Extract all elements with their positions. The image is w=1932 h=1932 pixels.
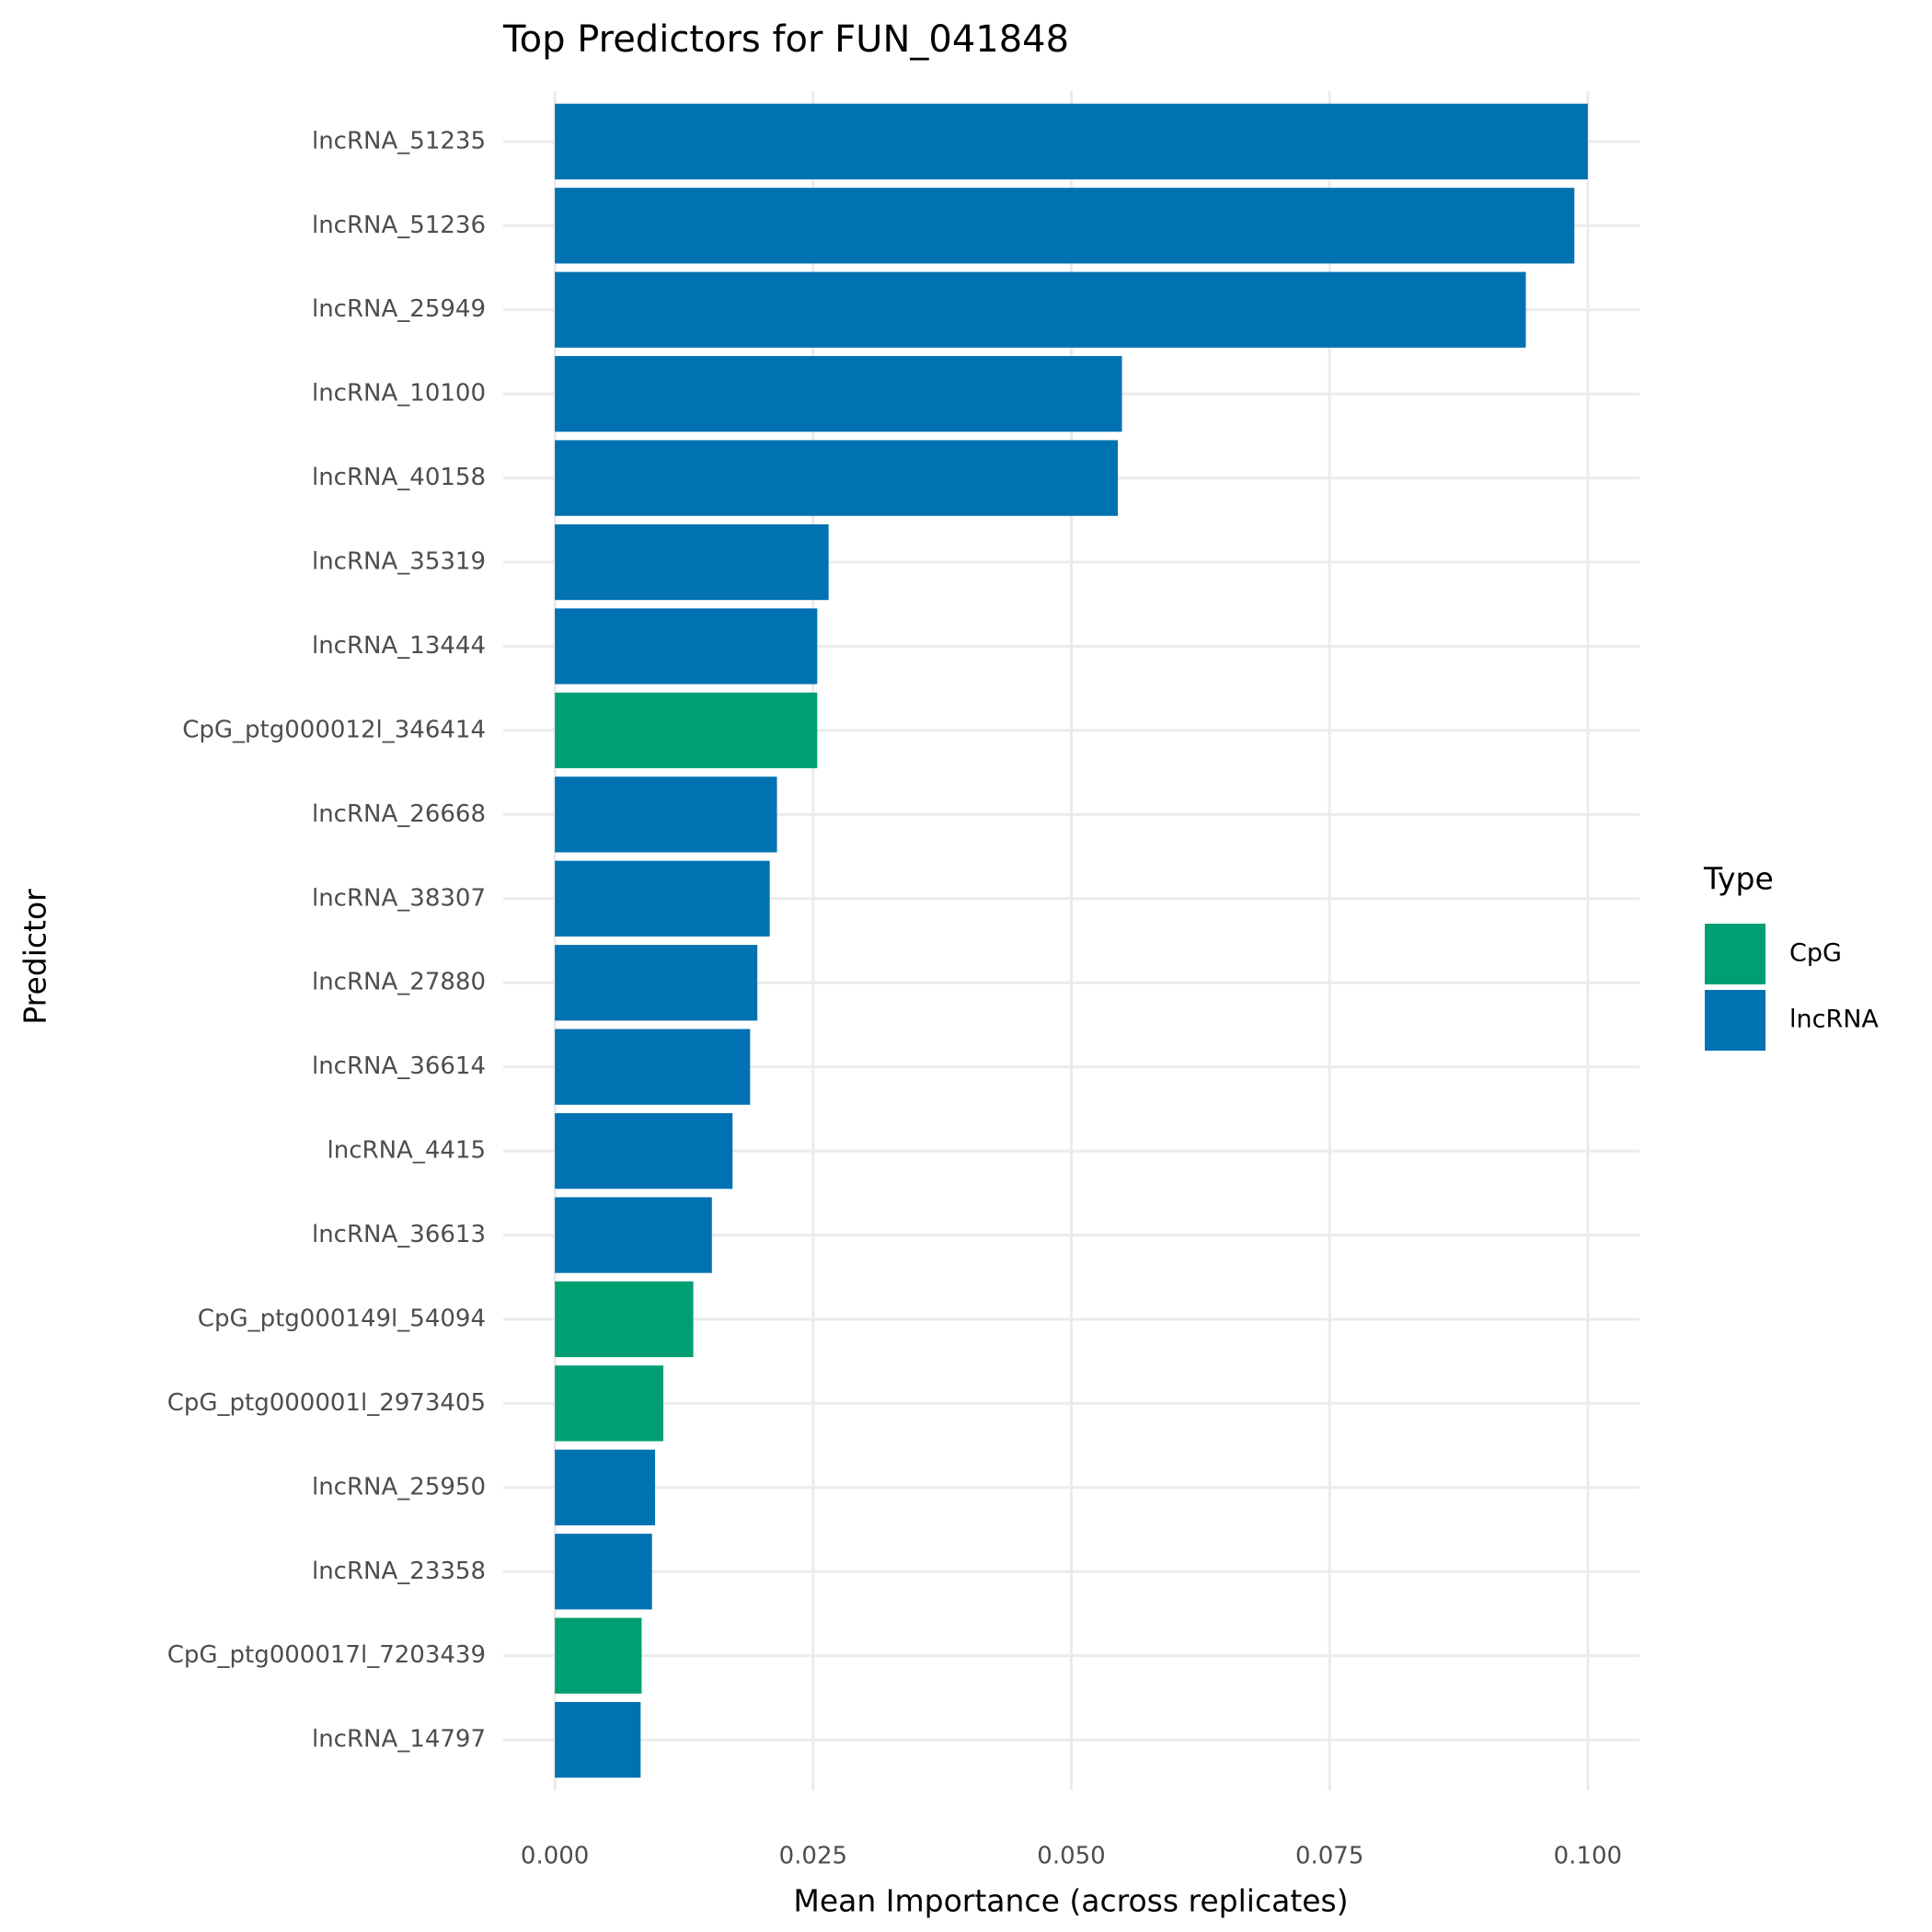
bar — [555, 1197, 712, 1273]
bar — [555, 608, 818, 684]
legend-label: CpG — [1789, 939, 1842, 968]
y-tick-label: lncRNA_10100 — [312, 380, 486, 408]
bar — [555, 271, 1526, 348]
y-tick-label: lncRNA_38307 — [312, 884, 486, 912]
y-axis-title: Predictor — [17, 889, 53, 1025]
bar — [555, 945, 758, 1021]
bar — [555, 103, 1588, 180]
bar — [555, 1281, 694, 1358]
y-tick-label: lncRNA_25949 — [312, 295, 486, 323]
legend-label: lncRNA — [1789, 1006, 1879, 1034]
y-tick-label: lncRNA_23358 — [312, 1558, 486, 1585]
bar — [555, 692, 818, 769]
y-tick-label: lncRNA_25950 — [312, 1473, 486, 1501]
y-tick-label: CpG_ptg000149l_54094 — [198, 1305, 486, 1332]
bar — [555, 188, 1575, 264]
legend-key — [1705, 924, 1765, 984]
chart-title: Top Predictors for FUN_041848 — [502, 18, 1069, 61]
y-tick-label: lncRNA_40158 — [312, 464, 486, 491]
bar — [555, 776, 777, 853]
y-tick-label: lncRNA_13444 — [312, 632, 486, 660]
bar — [555, 1029, 751, 1105]
y-tick-label: CpG_ptg000012l_346414 — [182, 716, 486, 743]
bar — [555, 1112, 733, 1190]
y-tick-label: lncRNA_4415 — [328, 1137, 486, 1165]
y-tick-label: lncRNA_51236 — [312, 212, 486, 239]
y-tick-label: lncRNA_51235 — [312, 127, 486, 155]
y-tick-label: lncRNA_26668 — [312, 800, 486, 828]
y-tick-label: CpG_ptg000017l_7203439 — [167, 1641, 486, 1669]
y-tick-label: lncRNA_36613 — [312, 1221, 486, 1248]
bar — [555, 440, 1119, 516]
y-tick-label: lncRNA_36614 — [312, 1052, 486, 1080]
bar — [555, 860, 770, 937]
y-tick-label: CpG_ptg000001l_2973405 — [167, 1389, 486, 1417]
bar — [555, 1534, 652, 1610]
x-tick-label: 0.075 — [1295, 1843, 1363, 1870]
x-tick-label: 0.100 — [1554, 1843, 1622, 1870]
y-tick-label: lncRNA_14797 — [312, 1726, 486, 1754]
legend-title: Type — [1703, 861, 1774, 897]
x-tick-label: 0.000 — [521, 1843, 589, 1870]
legend-key — [1705, 990, 1765, 1051]
x-tick-label: 0.050 — [1037, 1843, 1105, 1870]
bar — [555, 1617, 642, 1694]
bar — [555, 1365, 664, 1442]
x-tick-label: 0.025 — [779, 1843, 847, 1870]
bar — [555, 1701, 641, 1778]
bar — [555, 1449, 656, 1525]
bar — [555, 523, 829, 601]
y-tick-label: lncRNA_35319 — [312, 548, 486, 576]
x-axis-title: Mean Importance (across replicates) — [793, 1883, 1348, 1919]
bar — [555, 356, 1122, 432]
y-tick-label: lncRNA_27880 — [312, 969, 486, 996]
